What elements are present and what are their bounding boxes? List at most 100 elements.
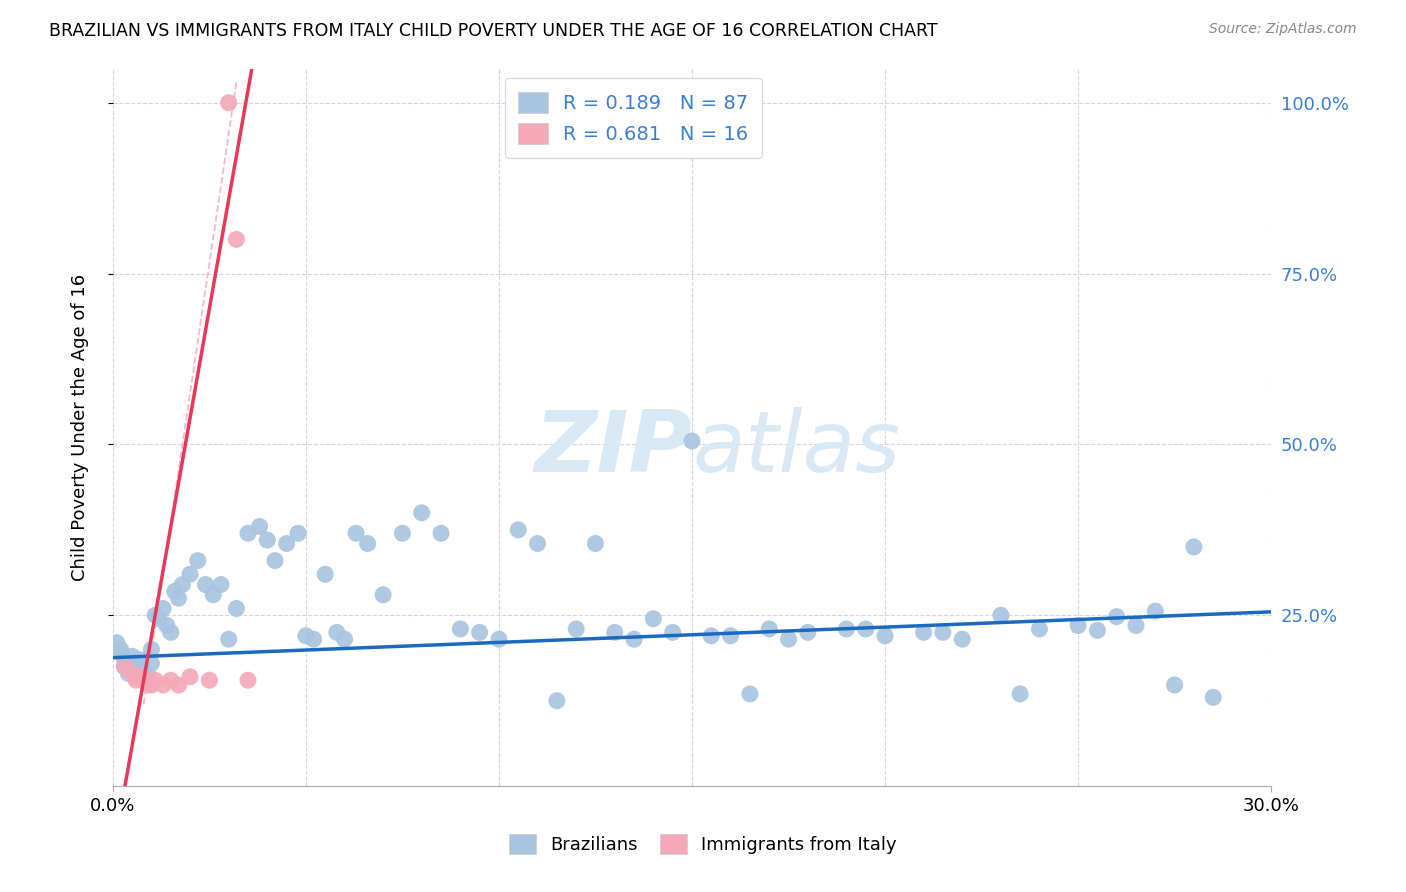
Point <box>125 659 148 673</box>
Point <box>565 622 588 636</box>
Point <box>125 670 148 684</box>
Point <box>159 673 181 688</box>
Point <box>700 629 723 643</box>
Point <box>132 663 155 677</box>
Point <box>950 632 973 647</box>
Point <box>179 567 201 582</box>
Point <box>912 625 935 640</box>
Point <box>143 673 166 688</box>
Point <box>136 666 159 681</box>
Point <box>1125 618 1147 632</box>
Point <box>114 659 136 673</box>
Point <box>132 673 155 688</box>
Point <box>136 678 159 692</box>
Point <box>1163 678 1185 692</box>
Point <box>125 673 148 688</box>
Point <box>194 577 217 591</box>
Point <box>110 642 132 657</box>
Point <box>128 653 150 667</box>
Text: ZIP: ZIP <box>534 408 692 491</box>
Point <box>488 632 510 647</box>
Point <box>371 588 394 602</box>
Point <box>738 687 761 701</box>
Point <box>167 678 190 692</box>
Point <box>990 608 1012 623</box>
Point <box>114 659 136 673</box>
Point <box>218 95 240 110</box>
Point <box>117 656 139 670</box>
Point <box>855 622 877 636</box>
Text: Source: ZipAtlas.com: Source: ZipAtlas.com <box>1209 22 1357 37</box>
Point <box>758 622 780 636</box>
Point <box>344 526 367 541</box>
Point <box>411 506 433 520</box>
Point <box>156 618 179 632</box>
Point <box>468 625 491 640</box>
Point <box>198 673 221 688</box>
Point <box>148 612 170 626</box>
Point <box>218 632 240 647</box>
Point <box>449 622 471 636</box>
Point <box>141 642 163 657</box>
Point <box>1010 687 1032 701</box>
Point <box>236 673 259 688</box>
Point <box>1028 622 1050 636</box>
Point <box>225 601 247 615</box>
Point <box>623 632 645 647</box>
Point <box>128 659 150 673</box>
Point <box>141 678 163 692</box>
Point <box>105 635 128 649</box>
Point <box>546 694 568 708</box>
Point <box>172 577 194 591</box>
Point <box>159 625 181 640</box>
Point <box>152 678 174 692</box>
Point <box>143 608 166 623</box>
Point <box>326 625 349 640</box>
Point <box>1067 618 1090 632</box>
Point <box>1182 540 1205 554</box>
Point <box>114 653 136 667</box>
Point <box>225 232 247 246</box>
Point <box>932 625 955 640</box>
Point <box>661 625 683 640</box>
Point <box>209 577 232 591</box>
Point <box>302 632 325 647</box>
Point <box>778 632 800 647</box>
Point <box>681 434 703 448</box>
Point <box>526 536 548 550</box>
Point <box>430 526 453 541</box>
Point <box>603 625 626 640</box>
Point <box>720 629 742 643</box>
Legend: R = 0.189   N = 87, R = 0.681   N = 16: R = 0.189 N = 87, R = 0.681 N = 16 <box>505 78 762 158</box>
Point <box>152 601 174 615</box>
Point <box>187 553 209 567</box>
Point <box>1105 609 1128 624</box>
Point <box>797 625 820 640</box>
Point <box>167 591 190 606</box>
Point <box>508 523 530 537</box>
Point <box>585 536 607 550</box>
Y-axis label: Child Poverty Under the Age of 16: Child Poverty Under the Age of 16 <box>72 274 89 581</box>
Point <box>141 656 163 670</box>
Point <box>121 666 143 681</box>
Point <box>314 567 336 582</box>
Point <box>163 584 186 599</box>
Legend: Brazilians, Immigrants from Italy: Brazilians, Immigrants from Italy <box>498 823 908 865</box>
Point <box>110 646 132 660</box>
Point <box>136 673 159 688</box>
Point <box>236 526 259 541</box>
Point <box>121 649 143 664</box>
Point <box>264 553 287 567</box>
Point <box>1144 604 1167 618</box>
Point <box>643 612 665 626</box>
Point <box>835 622 858 636</box>
Point <box>202 588 225 602</box>
Point <box>128 670 150 684</box>
Point <box>356 536 378 550</box>
Point <box>117 666 139 681</box>
Point <box>873 629 896 643</box>
Point <box>1202 690 1225 705</box>
Text: BRAZILIAN VS IMMIGRANTS FROM ITALY CHILD POVERTY UNDER THE AGE OF 16 CORRELATION: BRAZILIAN VS IMMIGRANTS FROM ITALY CHILD… <box>49 22 938 40</box>
Point <box>132 670 155 684</box>
Text: atlas: atlas <box>692 408 900 491</box>
